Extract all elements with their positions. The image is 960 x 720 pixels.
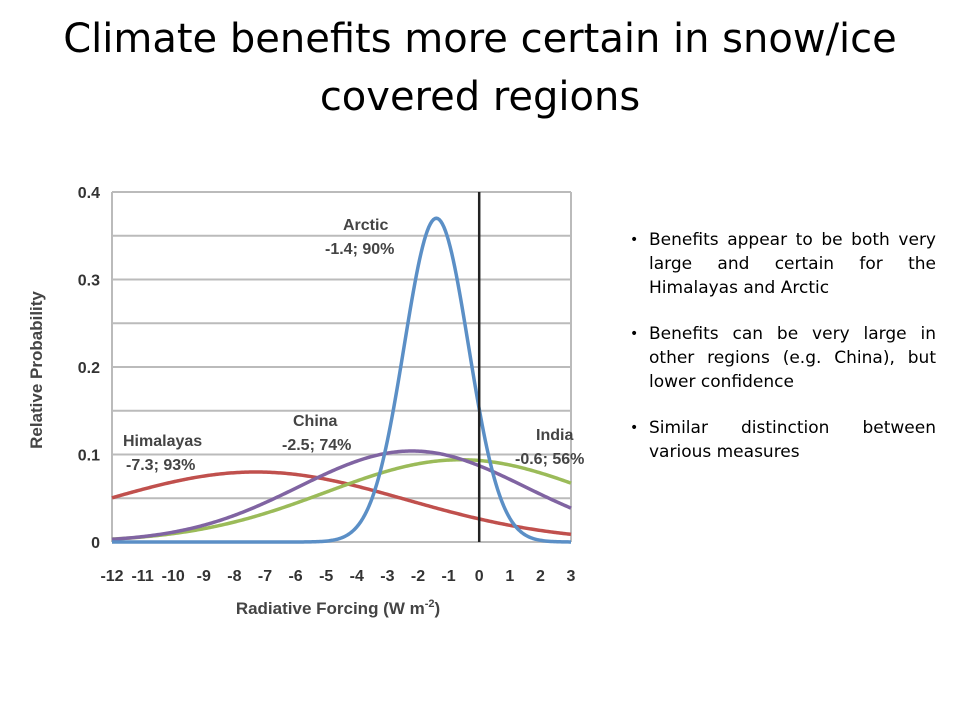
x-tick-label: -8: [227, 568, 241, 585]
x-tick-label: 0: [475, 568, 484, 585]
bullet-dot-icon: •: [630, 420, 639, 436]
himalayas-value-label: -7.3; 93%: [126, 457, 195, 474]
series-line-china: [111, 449, 572, 542]
x-tick-label: 2: [536, 568, 545, 585]
x-tick-label: -7: [258, 568, 272, 585]
y-tick-label: 0.4: [78, 185, 100, 202]
slide-title-line-1: Climate benefits more certain in snow/ic…: [63, 16, 897, 62]
bullet-list: • Benefits appear to be both very large a…: [630, 228, 936, 486]
y-axis-label: Relative Probability: [27, 291, 46, 449]
series-line-india: [111, 458, 572, 541]
y-tick-label: 0.3: [78, 273, 100, 290]
china-name-label: China: [293, 413, 338, 430]
bullet-item: • Benefits appear to be both very large a…: [630, 228, 936, 300]
x-tick-label: -2: [411, 568, 425, 585]
y-tick-label: 0: [91, 535, 100, 552]
arctic-value-label: -1.4; 90%: [325, 241, 394, 258]
x-tick-label: -9: [197, 568, 211, 585]
bullet-dot-icon: •: [630, 326, 639, 342]
x-tick-label: -6: [288, 568, 302, 585]
x-axis-label: Radiative Forcing (W m-2): [236, 598, 440, 618]
bullet-text: Benefits appear to be both very large an…: [649, 230, 936, 298]
india-value-label: -0.6; 56%: [515, 451, 584, 468]
y-tick-labels: 0 0.1 0.2 0.3 0.4: [78, 185, 100, 552]
x-axis-label-superscript: -2: [425, 598, 435, 610]
himalayas-name-label: Himalayas: [123, 433, 202, 450]
x-axis-label-close: ): [435, 599, 441, 618]
china-value-label: -2.5; 74%: [282, 437, 351, 454]
y-tick-label: 0.1: [78, 448, 100, 465]
india-name-label: India: [536, 427, 573, 444]
y-tick-label: 0.2: [78, 360, 100, 377]
slide-title: Climate benefits more certain in snow/ic…: [0, 10, 960, 126]
series-line-arctic: [111, 216, 572, 544]
bullet-text: Similar distinction between various meas…: [649, 418, 936, 462]
bullet-dot-icon: •: [630, 232, 639, 248]
arctic-name-label: Arctic: [343, 217, 388, 234]
bullet-item: • Benefits can be very large in other reg…: [630, 322, 936, 394]
x-tick-label: 3: [567, 568, 576, 585]
bullet-text: Benefits can be very large in other regi…: [649, 324, 936, 392]
grid-lines: [111, 191, 572, 543]
x-tick-label: -3: [380, 568, 394, 585]
x-tick-label: -11: [131, 568, 153, 585]
x-tick-label: -12: [100, 568, 123, 585]
x-axis-label-text: Radiative Forcing (W m: [236, 599, 425, 618]
series-line-himalayas: [111, 470, 572, 537]
x-tick-label: -5: [319, 568, 333, 585]
probability-chart: 00.10.20.30.4 -12 -11 -10 -9 -8 -7 -6 -5 -4 -3 -2-…: [27, 185, 584, 618]
series-curves: [111, 216, 572, 544]
x-tick-label: -4: [350, 568, 364, 585]
x-tick-label: -10: [162, 568, 185, 585]
bullet-item: • Similar distinction between various mea…: [630, 416, 936, 464]
x-tick-labels: -12 -11 -10 -9 -8 -7 -6 -5 -4 -3 -2 -1 0 1 2 3: [100, 568, 575, 585]
x-tick-label: 1: [505, 568, 514, 585]
slide-title-line-2: covered regions: [319, 74, 641, 120]
x-tick-label: -1: [441, 568, 455, 585]
